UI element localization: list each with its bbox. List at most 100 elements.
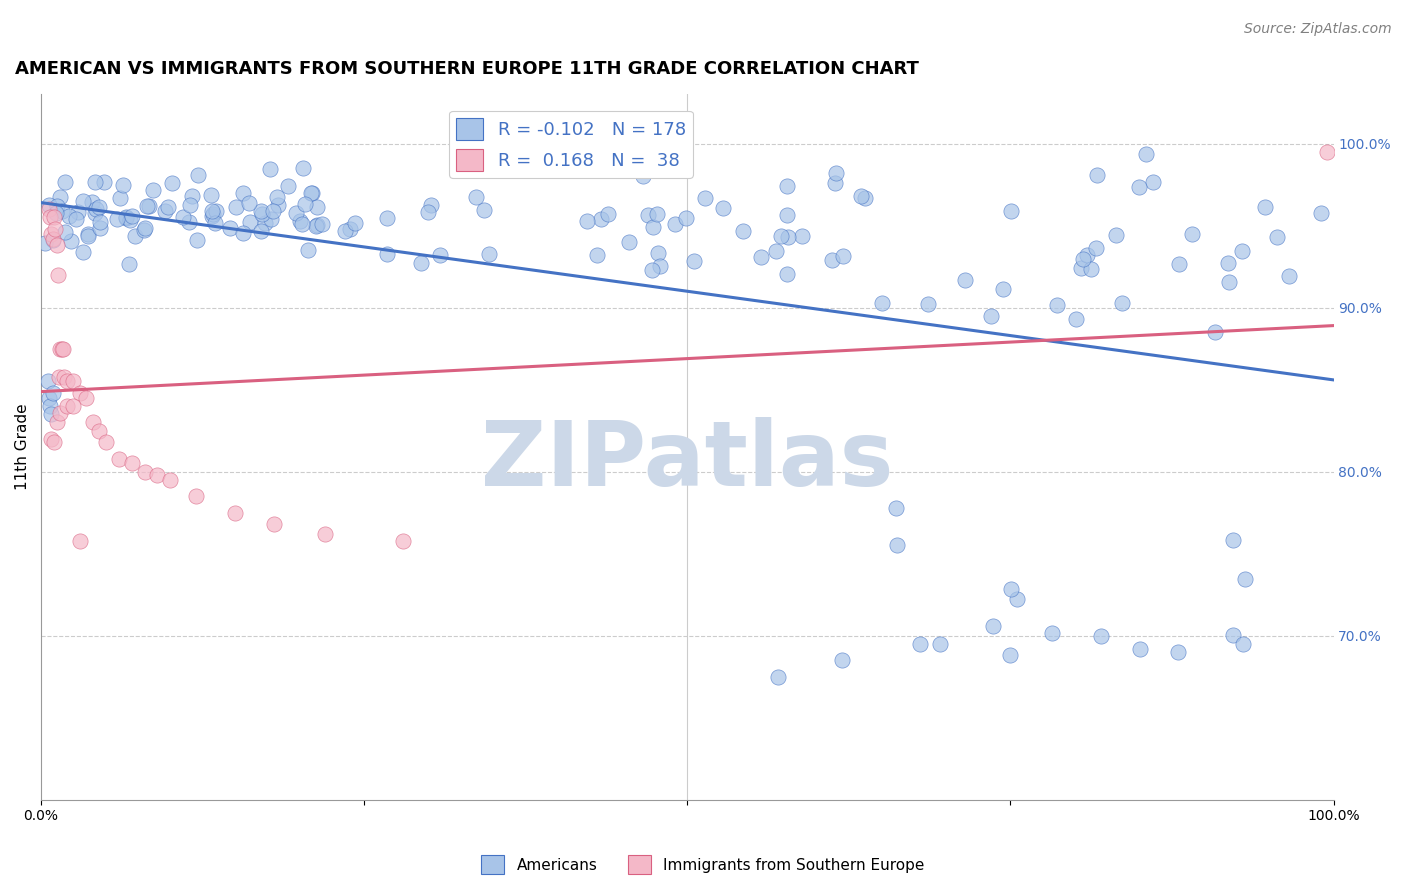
Point bbox=[1073, 252, 1095, 266]
Point bbox=[39, 211, 62, 225]
Point bbox=[250, 224, 273, 238]
Point bbox=[617, 235, 640, 249]
Point bbox=[238, 196, 260, 211]
Point bbox=[1076, 247, 1098, 261]
Point bbox=[1128, 180, 1150, 194]
Point bbox=[219, 221, 242, 235]
Point bbox=[870, 296, 893, 310]
Point bbox=[49, 342, 72, 356]
Point bbox=[180, 189, 202, 203]
Point bbox=[202, 207, 225, 221]
Point bbox=[576, 213, 599, 227]
Point bbox=[647, 246, 669, 260]
Point bbox=[186, 233, 208, 247]
Point bbox=[186, 489, 208, 503]
Point bbox=[335, 224, 357, 238]
Point bbox=[294, 196, 316, 211]
Point bbox=[1080, 262, 1102, 277]
Point bbox=[41, 227, 63, 241]
Point bbox=[375, 247, 398, 261]
Point bbox=[232, 186, 254, 200]
Point bbox=[775, 179, 797, 194]
Point bbox=[160, 177, 183, 191]
Point bbox=[1181, 227, 1204, 241]
Point bbox=[305, 219, 328, 233]
Point bbox=[693, 191, 716, 205]
Point bbox=[107, 451, 129, 466]
Y-axis label: 11th Grade: 11th Grade bbox=[15, 404, 30, 491]
Point bbox=[51, 342, 73, 356]
Point bbox=[766, 670, 789, 684]
Point bbox=[266, 190, 288, 204]
Point bbox=[84, 202, 107, 216]
Point bbox=[38, 202, 60, 217]
Point bbox=[89, 215, 111, 229]
Point bbox=[75, 391, 97, 405]
Point bbox=[62, 399, 84, 413]
Point bbox=[790, 229, 813, 244]
Point bbox=[262, 204, 284, 219]
Point bbox=[1000, 204, 1022, 219]
Point bbox=[1000, 582, 1022, 597]
Point bbox=[1168, 257, 1191, 271]
Point bbox=[770, 228, 793, 243]
Point bbox=[1142, 175, 1164, 189]
Point bbox=[37, 375, 59, 389]
Point bbox=[1046, 298, 1069, 312]
Point bbox=[41, 407, 63, 421]
Point bbox=[225, 200, 247, 214]
Point bbox=[824, 167, 846, 181]
Point bbox=[886, 538, 908, 552]
Point bbox=[94, 435, 117, 450]
Point bbox=[93, 175, 115, 189]
Point bbox=[46, 268, 69, 282]
Point bbox=[118, 213, 141, 227]
Point bbox=[991, 281, 1014, 295]
Point bbox=[472, 203, 495, 218]
Point bbox=[908, 637, 931, 651]
Point bbox=[224, 506, 246, 520]
Point bbox=[849, 189, 872, 203]
Point bbox=[928, 637, 950, 651]
Point bbox=[375, 211, 398, 225]
Text: Source: ZipAtlas.com: Source: ZipAtlas.com bbox=[1244, 22, 1392, 37]
Point bbox=[177, 215, 200, 229]
Point bbox=[42, 232, 65, 246]
Point bbox=[292, 161, 315, 176]
Point bbox=[200, 187, 222, 202]
Point bbox=[1232, 637, 1254, 651]
Point bbox=[824, 176, 846, 190]
Point bbox=[250, 207, 273, 221]
Point bbox=[1222, 533, 1244, 548]
Point bbox=[314, 527, 336, 541]
Point bbox=[115, 210, 138, 224]
Point bbox=[239, 215, 262, 229]
Point bbox=[776, 267, 799, 281]
Point bbox=[1316, 145, 1339, 159]
Point bbox=[87, 200, 110, 214]
Point bbox=[1085, 168, 1108, 182]
Point bbox=[84, 175, 107, 189]
Point bbox=[343, 216, 366, 230]
Point bbox=[749, 250, 772, 264]
Point bbox=[82, 416, 104, 430]
Point bbox=[49, 406, 72, 420]
Point bbox=[108, 191, 131, 205]
Point bbox=[586, 248, 609, 262]
Point bbox=[84, 206, 107, 220]
Point bbox=[105, 212, 128, 227]
Point bbox=[305, 201, 328, 215]
Point bbox=[45, 416, 67, 430]
Point bbox=[53, 225, 76, 239]
Point bbox=[48, 369, 70, 384]
Point bbox=[56, 399, 79, 413]
Point bbox=[58, 210, 80, 224]
Point bbox=[39, 399, 62, 413]
Point bbox=[305, 219, 328, 234]
Point bbox=[648, 259, 671, 273]
Point bbox=[42, 233, 65, 247]
Point bbox=[1265, 230, 1288, 244]
Point bbox=[114, 211, 136, 226]
Point bbox=[682, 253, 704, 268]
Point bbox=[1070, 261, 1092, 276]
